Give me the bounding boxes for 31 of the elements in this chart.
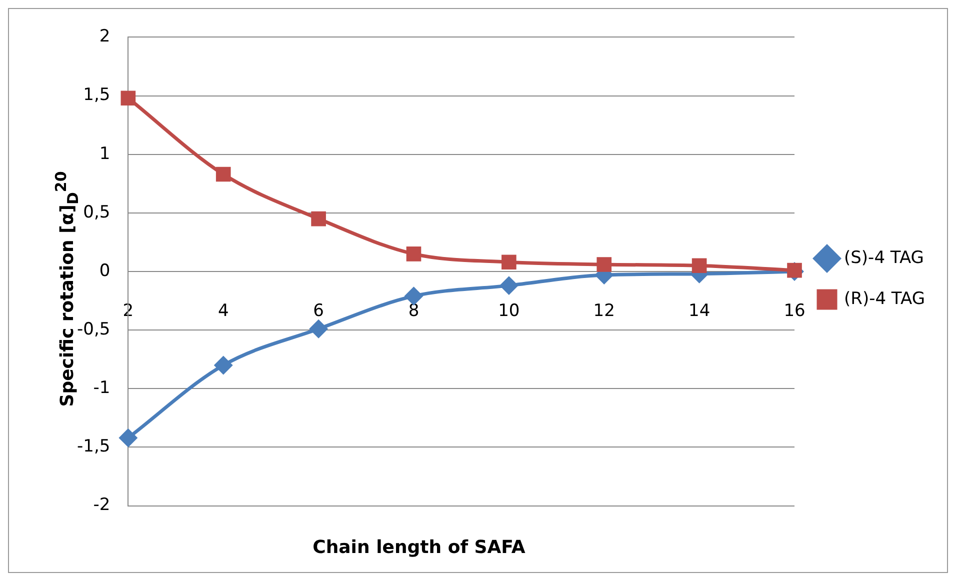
y-tick-label: -0,5 — [77, 319, 110, 340]
point — [500, 276, 518, 294]
y-tick-label: -1 — [93, 378, 110, 398]
point — [311, 211, 326, 226]
point — [119, 429, 137, 447]
legend-label: (R)-4 TAG — [844, 288, 925, 309]
point — [310, 320, 328, 338]
point — [120, 90, 136, 106]
y-tick-label: 2 — [99, 26, 110, 47]
y-tick-label: -1,5 — [77, 436, 110, 457]
y-tick-label: 0,5 — [83, 202, 110, 222]
y-tick-label: 1 — [99, 144, 110, 164]
x-tick-label: 14 — [688, 301, 710, 322]
y-tick-label: 0 — [99, 260, 110, 281]
x-tick-label: 12 — [593, 301, 615, 322]
point — [502, 254, 516, 270]
legend-label: (S)-4 TAG — [844, 248, 924, 268]
point — [406, 246, 422, 262]
point — [404, 287, 422, 305]
x-tick-label: 16 — [784, 301, 806, 322]
x-tick-label: 4 — [218, 301, 229, 322]
point — [214, 356, 232, 374]
point — [596, 257, 612, 272]
x-tick-label: 6 — [313, 301, 324, 322]
x-tick-label: 8 — [408, 301, 420, 322]
y-tick-label: -2 — [93, 495, 110, 516]
x-tick-label: 10 — [498, 301, 520, 322]
point — [692, 258, 707, 274]
point — [216, 166, 231, 182]
y-tick-label: 1,5 — [83, 85, 110, 106]
x-axis-title: Chain length of SAFA — [312, 537, 526, 558]
